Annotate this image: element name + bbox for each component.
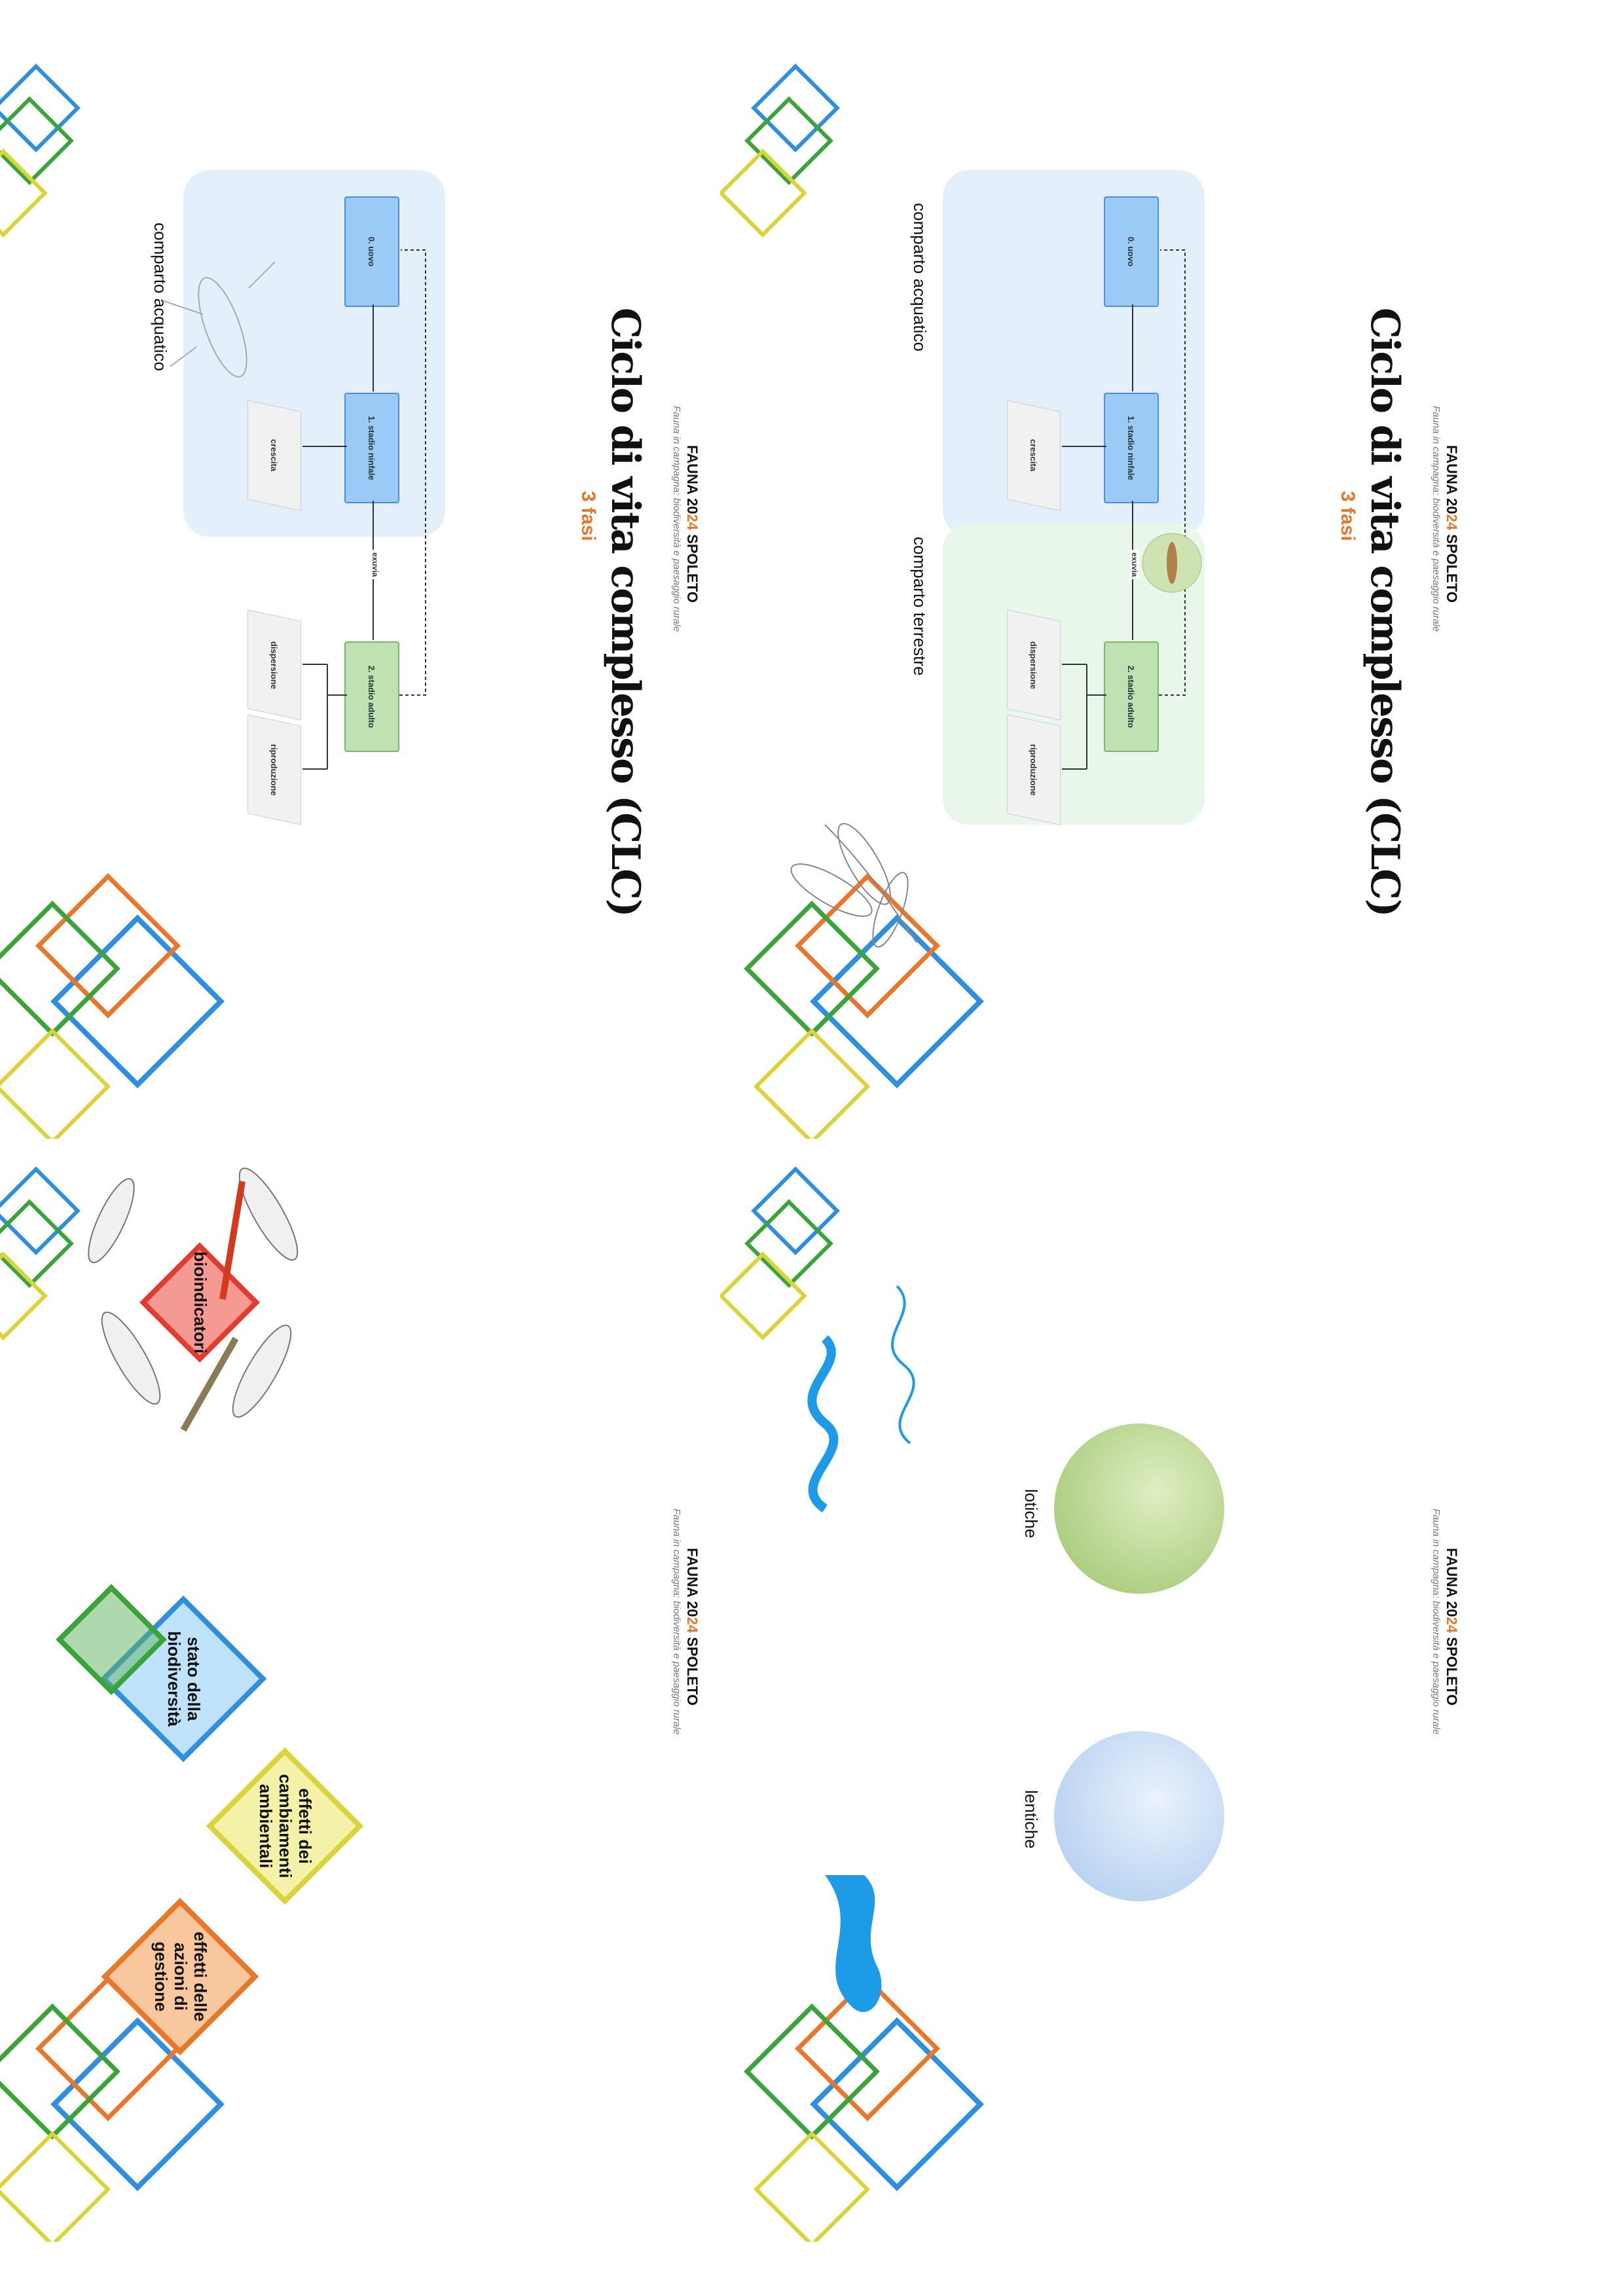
dragonflies-cluster (88, 1167, 299, 1432)
damselfly-photo (1054, 1424, 1224, 1594)
slide-clc-aquatic: FAUNA 2024 SPOLETO Fauna in campagna: bi… (0, 39, 720, 1139)
slide-clc-full: FAUNA 2024 SPOLETO Fauna in campagna: bi… (720, 39, 1480, 1139)
exuvia-label: exuvia (371, 550, 380, 580)
lotiche-label: lotiche (1021, 1489, 1041, 1539)
climate-label: effetti dei cambiamenti ambientali (256, 1774, 315, 1878)
flow-arrows (1062, 249, 1202, 770)
river-icon (807, 1335, 839, 1513)
zone-aquatic-label: comparto acquatico (151, 223, 170, 371)
dragonfly-drawing (790, 823, 917, 948)
management-label: effetti delle azioni di gestione (151, 1931, 210, 2022)
decorative-squares (720, 1166, 984, 2242)
nymph-drawing (163, 261, 276, 378)
slide-bioindicators: FAUNA 2024 SPOLETO Fauna in campagna: bi… (0, 1142, 720, 2242)
brand-subtitle: Fauna in campagna: biodiversità e paesag… (1431, 1509, 1442, 1735)
lentiche-label: lentiche (1021, 1790, 1041, 1849)
slide-habitats: FAUNA 2024 SPOLETO Fauna in campagna: bi… (720, 1142, 1480, 2242)
biodiversity-label: stato della biodiversità (164, 1631, 204, 1727)
decorative-squares (0, 63, 225, 1139)
brand: FAUNA 2024 SPOLETO (1444, 1548, 1460, 1706)
decorative-squares (0, 1166, 225, 2242)
flow-arrows (163, 249, 426, 770)
pond-icon (825, 1875, 882, 2013)
dragonfly-photo (1054, 1731, 1224, 1901)
